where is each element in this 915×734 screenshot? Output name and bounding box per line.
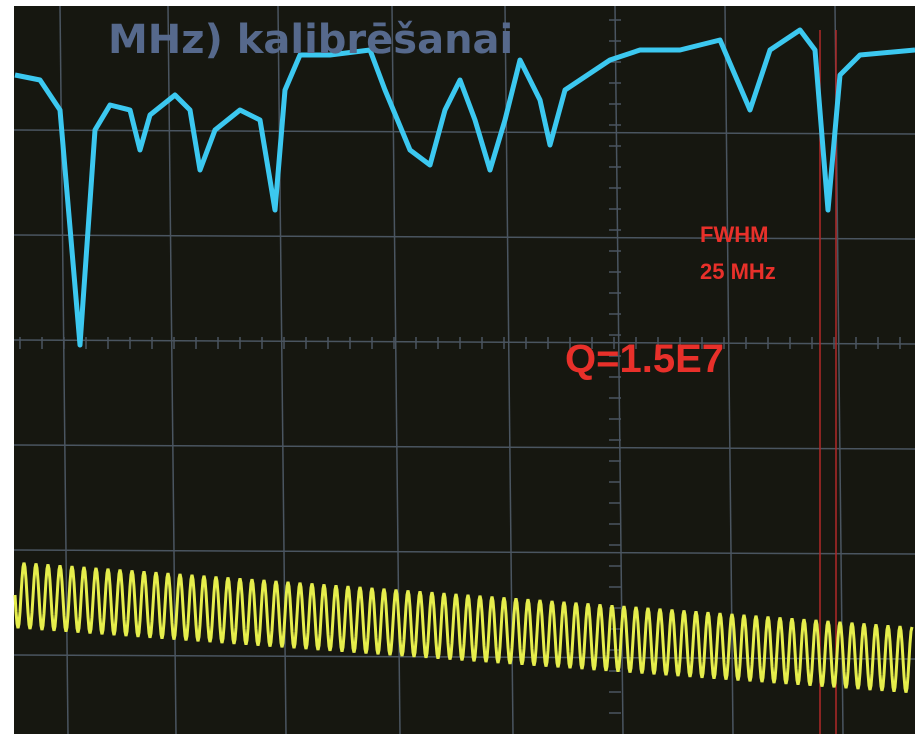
fwhm-label: FWHM — [700, 222, 768, 247]
title: MHz) kalibrēšanai — [108, 17, 513, 63]
fwhm-value: 25 MHz — [700, 259, 776, 284]
scope-photo: MHz) kalibrēšanai FWHM 25 MHz Q=1.5E7 — [0, 0, 915, 734]
page: MHz) kalibrēšanai FWHM 25 MHz Q=1.5E7 — [0, 0, 915, 734]
q-factor: Q=1.5E7 — [565, 337, 724, 381]
